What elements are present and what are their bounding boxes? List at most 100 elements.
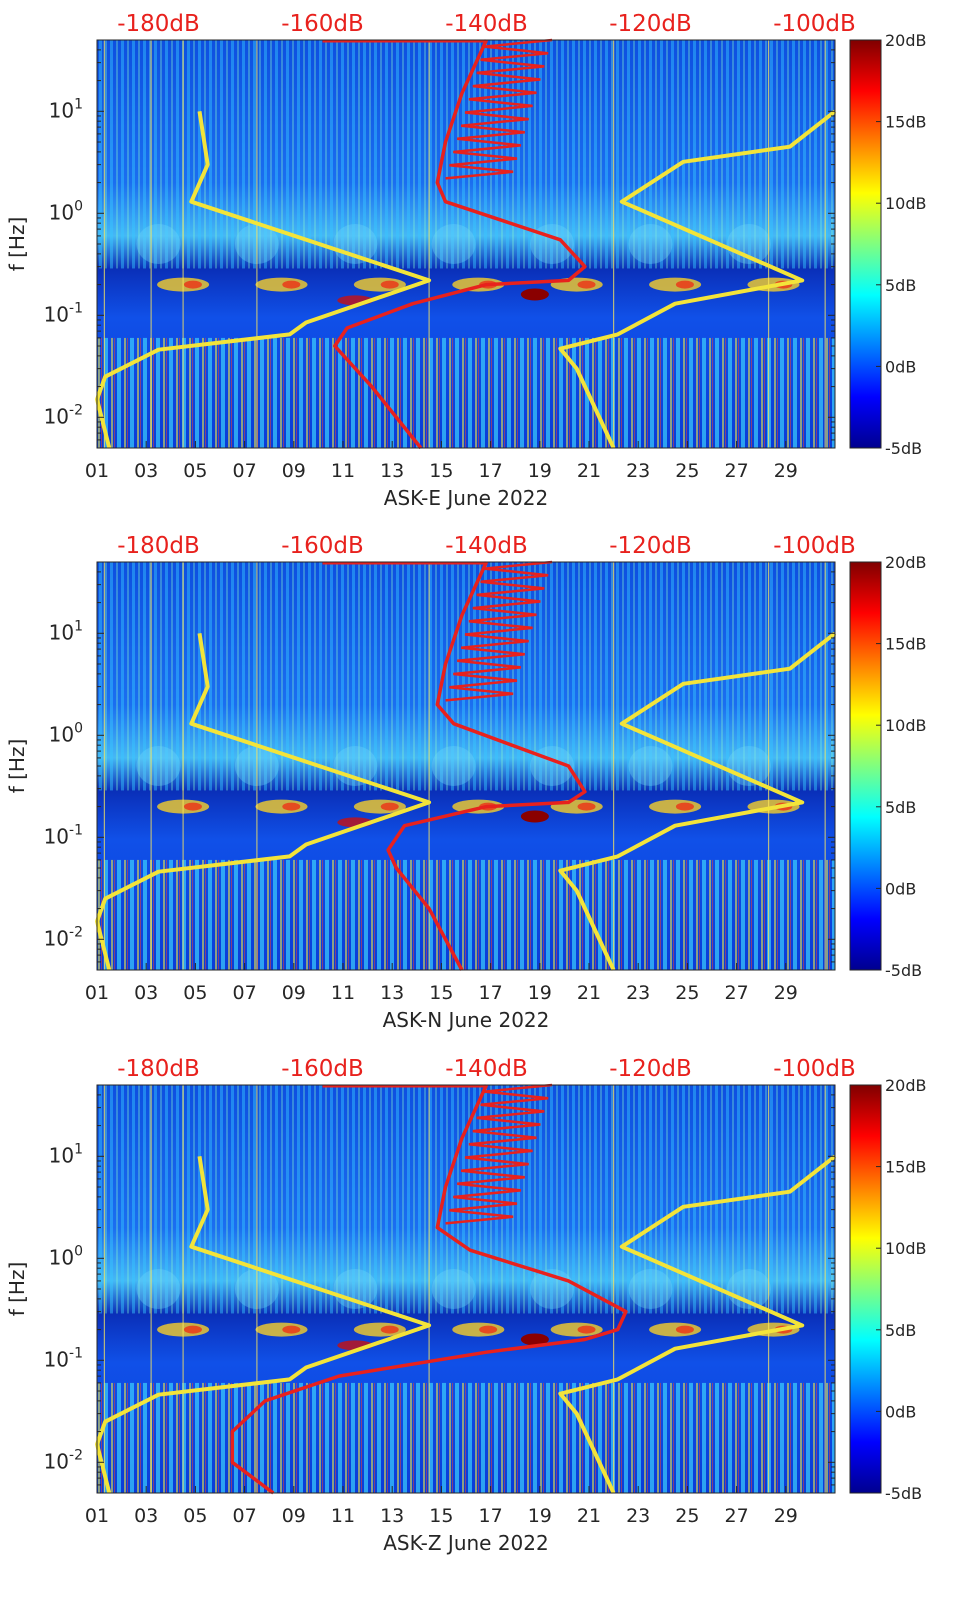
psd-curve-spikes [445, 38, 553, 180]
noise-model-curve [558, 1154, 837, 1494]
microseism-blob-core [282, 280, 301, 289]
x-tick-label: 03 [134, 1505, 158, 1527]
psd-curve [333, 39, 587, 450]
x-tick-label: 05 [183, 460, 207, 482]
x-axis-label: ASK-Z June 2022 [383, 1531, 548, 1555]
x-tick-label: 23 [626, 982, 650, 1004]
y-tick-label: 10-1 [44, 300, 83, 326]
x-tick-label: 09 [282, 982, 306, 1004]
colorbar [849, 1084, 882, 1494]
microseism-blob-core [282, 802, 301, 811]
storm-peak [520, 810, 549, 823]
x-tick-label: 07 [233, 982, 257, 1004]
x-axis-label: ASK-E June 2022 [384, 486, 548, 510]
x-tick-label: 09 [282, 460, 306, 482]
x-tick-label: 15 [429, 1505, 453, 1527]
x-tick-label: 13 [380, 982, 404, 1004]
x-tick-label: 07 [233, 460, 257, 482]
top-db-label: -120dB [609, 1056, 692, 1082]
top-db-label: -100dB [773, 533, 856, 559]
x-tick-label: 03 [134, 460, 158, 482]
microseism-blob-core [380, 280, 399, 289]
noise-model-curve [95, 632, 432, 971]
colorbar [849, 39, 882, 449]
y-tick-label: 10-2 [44, 924, 83, 950]
x-tick-label: 11 [331, 460, 355, 482]
x-tick-label: 03 [134, 982, 158, 1004]
noise-model-curve [95, 1155, 432, 1494]
y-tick-label: 100 [49, 720, 83, 746]
y-tick-label: 10-1 [44, 1345, 83, 1371]
top-db-label: -160dB [281, 1056, 364, 1082]
x-tick-label: 13 [380, 460, 404, 482]
x-tick-label: 19 [528, 460, 552, 482]
colorbar-label: 5dB [885, 798, 916, 817]
microseism-blob-core [577, 280, 596, 289]
energy-cloud [431, 224, 476, 264]
y-axis-label: f [Hz] [5, 1262, 29, 1317]
storm-peak [520, 1333, 549, 1346]
y-tick-label: 101 [49, 96, 83, 122]
colorbar-label: 0dB [885, 357, 916, 376]
energy-cloud [628, 1269, 673, 1309]
psd-curve-spikes [445, 1083, 553, 1225]
energy-cloud [628, 746, 673, 786]
top-db-label: -180dB [117, 11, 200, 37]
x-tick-label: 09 [282, 1505, 306, 1527]
top-db-label: -180dB [117, 1056, 200, 1082]
spectrogram-lowfreq-band [97, 337, 835, 448]
microseism-blob-core [675, 802, 694, 811]
x-tick-label: 11 [331, 1505, 355, 1527]
y-tick-label: 100 [49, 1243, 83, 1269]
noise-model-curve [95, 110, 432, 449]
x-tick-label: 05 [183, 982, 207, 1004]
microseism-blob-core [282, 1325, 301, 1334]
x-tick-label: 17 [479, 982, 503, 1004]
colorbar-label: 15dB [885, 113, 927, 132]
colorbar-label: 15dB [885, 1158, 927, 1177]
energy-cloud [628, 224, 673, 264]
x-tick-label: 25 [675, 460, 699, 482]
x-tick-label: 19 [528, 1505, 552, 1527]
colorbar-label: 5dB [885, 276, 916, 295]
x-tick-label: 29 [774, 460, 798, 482]
x-tick-label: 25 [675, 982, 699, 1004]
top-db-label: -120dB [609, 11, 692, 37]
microseism-blob-core [675, 1325, 694, 1334]
x-tick-label: 27 [725, 1505, 749, 1527]
microseism-blob-core [183, 280, 202, 289]
x-tick-label: 21 [577, 460, 601, 482]
x-tick-label: 05 [183, 1505, 207, 1527]
y-tick-label: 101 [49, 1141, 83, 1167]
colorbar [849, 561, 882, 971]
x-tick-label: 23 [626, 1505, 650, 1527]
energy-cloud [136, 224, 181, 264]
x-tick-label: 01 [85, 982, 109, 1004]
y-tick-label: 100 [49, 198, 83, 224]
x-tick-label: 29 [774, 1505, 798, 1527]
y-tick-label: 10-1 [44, 822, 83, 848]
top-db-label: -160dB [281, 11, 364, 37]
colorbar-label: 20dB [885, 31, 927, 50]
x-tick-label: 13 [380, 1505, 404, 1527]
colorbar-label: -5dB [885, 439, 922, 458]
storm-peak [520, 288, 549, 301]
top-db-label: -100dB [773, 1056, 856, 1082]
colorbar-label: 10dB [885, 194, 927, 213]
microseism-blob-core [577, 802, 596, 811]
microseism-blob-core [479, 1325, 498, 1334]
panel-2: 10-2 10-1 100 101 01 03 05 07 09 11 13 15 17 19 21 23 25… [5, 533, 927, 1032]
colorbar-label: 20dB [885, 1076, 927, 1095]
top-db-label: -140dB [445, 533, 528, 559]
microseism-blob-core [380, 1325, 399, 1334]
microseism-blob-core [577, 1325, 596, 1334]
x-tick-label: 07 [233, 1505, 257, 1527]
x-tick-label: 11 [331, 982, 355, 1004]
energy-cloud [530, 224, 575, 264]
spectrogram-lowfreq-band [97, 859, 835, 970]
colorbar-label: 15dB [885, 635, 927, 654]
energy-cloud [431, 1269, 476, 1309]
top-db-label: -160dB [281, 533, 364, 559]
x-tick-label: 01 [85, 460, 109, 482]
x-tick-label: 27 [725, 460, 749, 482]
